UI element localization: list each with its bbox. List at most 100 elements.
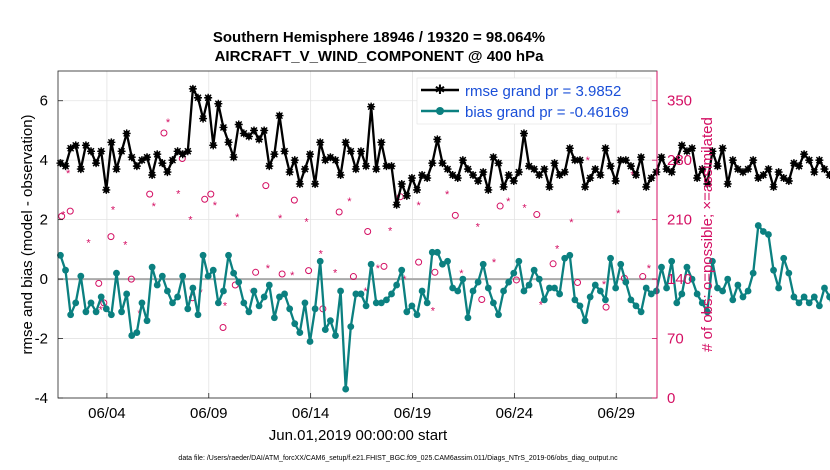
obs-possible-marker: [335, 208, 343, 216]
rmse-point-rays: [626, 162, 635, 171]
rmse-point-rays: [713, 162, 722, 171]
bias-point: [153, 281, 161, 289]
rmse-point-rays: [392, 200, 401, 209]
bias-point: [255, 302, 263, 310]
rmse-point-rays: [484, 185, 493, 194]
bias-point: [790, 293, 798, 301]
obs-assimilated-marker: *: [188, 215, 193, 227]
rmse-point-rays: [718, 144, 727, 153]
bias-point: [128, 332, 136, 339]
bias-point: [571, 296, 579, 304]
bias-point: [500, 287, 507, 295]
bias-point: [464, 314, 472, 322]
obs-assimilated-marker: *: [569, 217, 574, 229]
obs-assimilated-marker: *: [123, 239, 128, 251]
bias-point: [62, 266, 69, 274]
rmse-point-rays: [703, 179, 712, 188]
x-tick-label: 06/19: [394, 405, 432, 422]
rmse-point-rays: [667, 168, 676, 177]
rmse-point-rays: [596, 171, 605, 180]
rmse-point-rays: [662, 165, 671, 174]
obs-possible-marker: [512, 276, 520, 284]
rmse-point-rays: [657, 153, 666, 162]
rmse-point-rays: [754, 174, 763, 183]
bias-point: [810, 293, 818, 301]
rmse-point-rays: [550, 159, 559, 168]
obs-assimilated-marker: *: [445, 189, 450, 201]
rmse-point-rays: [71, 141, 80, 150]
rmse-point-rays: [418, 171, 427, 180]
rmse-point-rays: [132, 162, 141, 171]
obs-assimilated-marker: *: [616, 208, 621, 220]
bias-point: [123, 290, 131, 298]
rmse-point-rays: [800, 150, 809, 159]
rmse-point-rays: [265, 162, 274, 171]
bias-point: [586, 293, 594, 301]
bias-point: [327, 317, 334, 325]
bias-point: [647, 290, 655, 298]
rmse-point-rays: [764, 165, 773, 174]
rmse-point-rays: [693, 174, 702, 183]
legend-bias-marker: [436, 107, 444, 115]
rmse-point-rays: [779, 174, 788, 183]
rmse-point-rays: [448, 171, 457, 180]
bias-point: [118, 308, 125, 316]
bias-point: [530, 266, 538, 274]
bias-point: [556, 290, 564, 298]
bias-point: [439, 260, 446, 268]
obs-assimilated-marker: *: [539, 300, 544, 312]
obs-possible-marker: [219, 324, 227, 332]
bias-point: [775, 284, 783, 292]
bias-point: [800, 293, 808, 301]
bias-point: [67, 311, 75, 319]
bias-point: [321, 326, 329, 334]
bias-point: [362, 302, 370, 310]
bias-point: [602, 296, 609, 304]
bias-point: [291, 320, 299, 328]
rmse-point-rays: [356, 147, 365, 156]
rmse-point-rays: [249, 126, 258, 135]
rmse-point-rays: [178, 150, 187, 159]
bias-point: [306, 338, 314, 345]
rmse-point-rays: [738, 168, 747, 177]
bias-point: [250, 287, 258, 295]
rmse-point-rays: [244, 132, 253, 141]
bias-point: [367, 260, 375, 268]
bias-point: [815, 302, 823, 310]
bias-point: [632, 302, 640, 310]
bias-point: [194, 311, 202, 319]
rmse-point-rays: [744, 165, 753, 174]
rmse-point-rays: [295, 179, 304, 188]
bias-point: [749, 269, 757, 277]
rmse-point-rays: [92, 159, 101, 168]
bias-point: [474, 278, 482, 286]
bias-series: [57, 222, 830, 393]
x-tick-label: 06/14: [292, 405, 330, 422]
bias-point: [658, 263, 665, 271]
bias-point: [57, 251, 64, 259]
bias-point: [724, 275, 732, 283]
right-tick-label: 210: [667, 212, 692, 229]
rmse-point-rays: [148, 171, 157, 180]
obs-possible-marker: [207, 190, 215, 198]
obs-assimilated-marker: *: [347, 196, 352, 208]
rmse-point-rays: [443, 165, 452, 174]
bias-point: [688, 275, 696, 283]
rmse-point-rays: [66, 144, 75, 153]
bias-point: [668, 257, 676, 265]
rmse-point-rays: [789, 159, 798, 168]
left-tick-label: 0: [40, 271, 48, 288]
bias-point: [97, 293, 105, 301]
rmse-point-rays: [382, 162, 391, 171]
obs-possible-marker: [290, 196, 298, 204]
bias-point: [454, 287, 462, 295]
obs-possible-marker: [639, 273, 647, 281]
obs-assimilated-marker: *: [506, 196, 511, 208]
bias-point: [204, 272, 212, 280]
bias-point: [113, 269, 120, 277]
rmse-point-rays: [372, 165, 381, 174]
bias-point: [719, 287, 727, 295]
rmse-point-rays: [300, 165, 309, 174]
rmse-point-rays: [199, 114, 208, 123]
